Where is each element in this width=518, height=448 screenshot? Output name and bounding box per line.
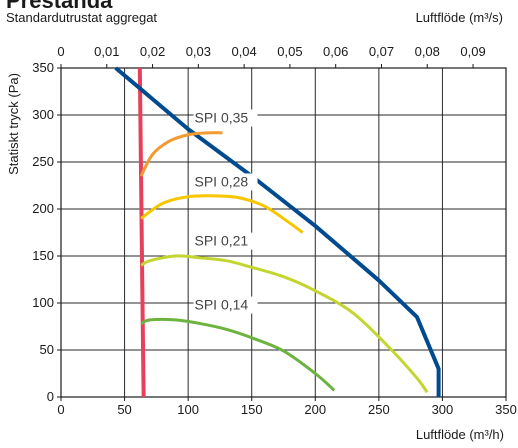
x2-tick-label: 0,02: [140, 44, 165, 59]
y-tick-label: 300: [32, 107, 54, 122]
spi-labels: SPI 0,35 SPI 0,28 SPI 0,21 SPI 0,14: [193, 109, 258, 314]
y-tick-label: 250: [32, 154, 54, 169]
series-lines: [114, 66, 441, 398]
series-line-spi-0-28: [140, 194, 304, 234]
x2-tick-label: 0,05: [277, 44, 302, 59]
x2-tick-label: 0,03: [186, 44, 211, 59]
spi-label: SPI 0,14: [195, 297, 249, 313]
series-line-spi-0-21: [140, 254, 429, 394]
y-tick-label: 50: [40, 342, 54, 357]
bottom-axis-unit-label: Luftflöde (m³/h): [415, 427, 504, 442]
top-axis-unit-label: Luftflöde (m³/s): [415, 10, 503, 25]
y-tick-label: 0: [47, 389, 54, 404]
x2-tick-label: 0,07: [369, 44, 394, 59]
plot-frame: [60, 67, 507, 398]
y-tick-label: 350: [32, 60, 54, 75]
spi-label: SPI 0,21: [195, 233, 249, 249]
x-tick-label: 0: [57, 402, 64, 417]
axes: [57, 64, 507, 401]
y-tick-label: 200: [32, 201, 54, 216]
spi-label: SPI 0,35: [195, 110, 249, 126]
x2-tick-label: 0,01: [94, 44, 119, 59]
chart-title: Prestanda: [6, 0, 113, 13]
x2-tick-label: 0,09: [460, 44, 485, 59]
x-tick-label: 100: [177, 402, 199, 417]
x-tick-label: 150: [241, 402, 263, 417]
y-tick-label: 100: [32, 295, 54, 310]
x-tick-label: 300: [432, 402, 454, 417]
y-axis-label: Statiskt tryck (Pa): [6, 73, 21, 175]
x2-tick-label: 0,04: [231, 44, 256, 59]
series-line-spi-0-14: [140, 317, 336, 392]
series-line-min: [137, 67, 146, 398]
x2-tick-label: 0,08: [415, 44, 440, 59]
x-tick-label: 50: [117, 402, 131, 417]
x-tick-label: 350: [495, 402, 517, 417]
series-line-spi-0-35: [139, 131, 223, 177]
spi-label-bg: [193, 173, 258, 191]
spi-label-bg: [193, 109, 258, 127]
chart-subtitle: Standardutrustat aggregat: [6, 10, 158, 25]
y-tick-label: 150: [32, 248, 54, 263]
series-line-max: [114, 66, 441, 397]
x2-tick-label: 0,06: [323, 44, 348, 59]
spi-label-bg: [193, 296, 258, 314]
x-tick-label: 250: [368, 402, 390, 417]
spi-label: SPI 0,28: [195, 173, 249, 189]
x-tick-label: 200: [304, 402, 326, 417]
spi-label-bg: [193, 232, 258, 250]
grid-lines: [60, 67, 507, 398]
x2-tick-label: 0: [57, 44, 64, 59]
